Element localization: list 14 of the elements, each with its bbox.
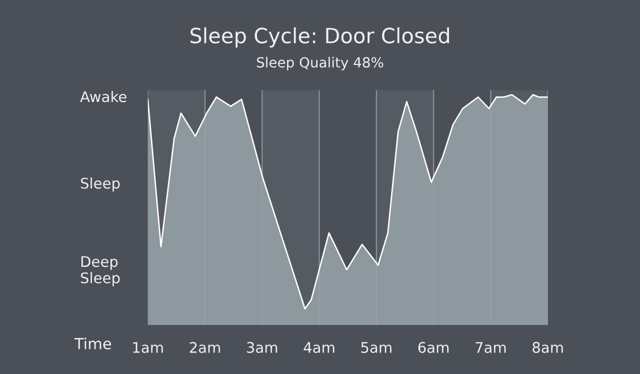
x-tick-label: 1am <box>133 342 163 353</box>
x-tick-label: 4am <box>304 342 334 353</box>
x-tick-label: 5am <box>361 342 392 353</box>
x-tick-label: 6am <box>418 342 449 353</box>
x-axis-title: Time <box>74 338 112 350</box>
x-tick-label: 8am <box>532 342 563 353</box>
chart-subtitle: Sleep Quality 48% <box>256 56 384 70</box>
x-tick-label: 7am <box>476 342 506 353</box>
text: Awake <box>80 90 126 102</box>
chart-title: Sleep Cycle: Door Closed <box>190 27 449 48</box>
x-tick-label: 3am <box>247 342 278 353</box>
x-tick-label: 2am <box>190 342 220 353</box>
text: Deep Sleep <box>80 256 120 286</box>
text: Sleep <box>80 177 120 192</box>
